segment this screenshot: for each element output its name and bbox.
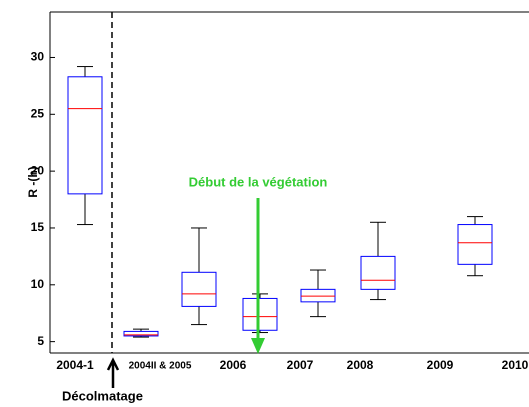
y-tick-label: 30: [31, 50, 45, 64]
x-tick-label: 2006: [220, 358, 247, 372]
box: [457, 224, 493, 265]
y-tick-label: 10: [31, 277, 45, 291]
x-tick-label: 2007: [287, 358, 314, 372]
box: [360, 255, 396, 290]
x-tick-label: 2004II & 2005: [129, 361, 192, 372]
annotation: Début de la végétation: [189, 174, 328, 189]
box: [181, 271, 217, 307]
box: [300, 288, 336, 303]
y-tick-label: 25: [31, 106, 45, 120]
box: [123, 330, 159, 337]
x-tick-label: 2004-1: [56, 358, 94, 372]
annotation: Décolmatage: [62, 388, 143, 403]
y-tick-label: 20: [31, 163, 45, 177]
y-tick-label: 15: [31, 220, 45, 234]
x-tick-label: 2010: [502, 358, 529, 372]
y-tick-label: 5: [37, 334, 44, 348]
y-axis-label: R -(h): [26, 166, 40, 197]
decolmatage-arrow: [106, 357, 120, 388]
x-tick-label: 2008: [347, 358, 374, 372]
x-tick-label: 2009: [427, 358, 454, 372]
vegetation-arrow-head: [251, 338, 265, 354]
box: [67, 76, 103, 195]
box: [242, 297, 278, 331]
